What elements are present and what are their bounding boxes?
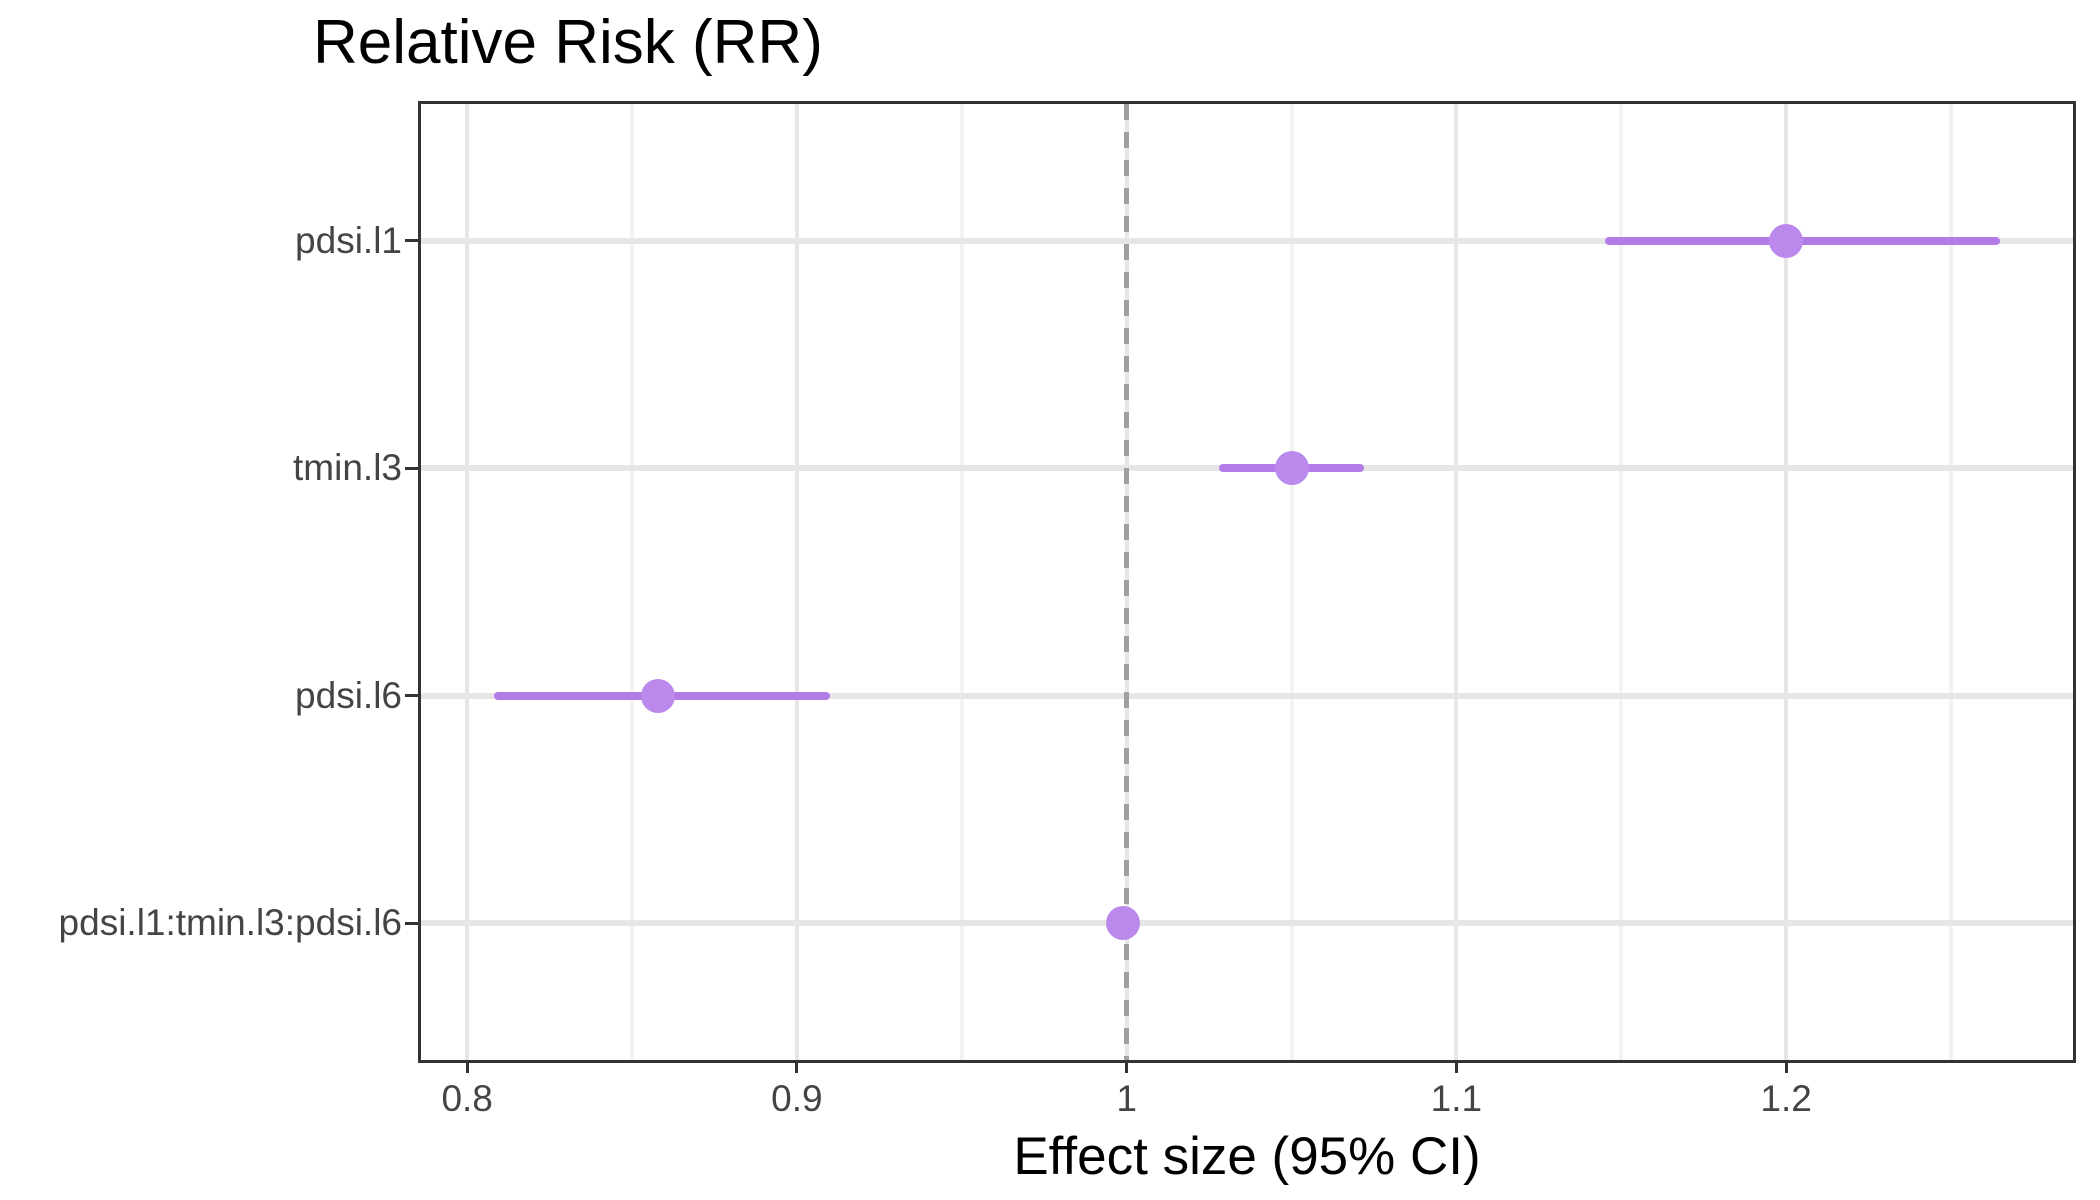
estimate-point	[1106, 906, 1141, 941]
y-axis-label: pdsi.l1	[295, 219, 402, 261]
estimate-point	[1274, 451, 1309, 486]
reference-line	[1124, 104, 1130, 1060]
minor-gridline	[1619, 104, 1624, 1060]
minor-gridline	[630, 104, 635, 1060]
x-tick-label: 1.1	[1430, 1078, 1483, 1119]
row-gridline	[421, 237, 2073, 244]
x-tick-label: 0.8	[441, 1078, 493, 1119]
estimate-point	[641, 678, 676, 713]
x-tick-mark	[1454, 1060, 1458, 1073]
x-tick-mark	[795, 1060, 799, 1073]
y-axis-label: pdsi.l1:tmin.l3:pdsi.l6	[58, 902, 402, 944]
y-tick-mark	[405, 921, 418, 925]
chart-title: Relative Risk (RR)	[313, 8, 823, 77]
estimate-point	[1769, 223, 1804, 258]
minor-gridline	[1948, 104, 1953, 1060]
minor-gridline	[959, 104, 964, 1060]
plot-panel	[421, 104, 2073, 1060]
x-tick-mark	[1784, 1060, 1788, 1073]
major-gridline	[794, 104, 799, 1060]
major-gridline	[1454, 104, 1459, 1060]
x-tick-mark	[1125, 1060, 1129, 1073]
x-tick-mark	[465, 1060, 469, 1073]
x-tick-label: 1.2	[1760, 1078, 1812, 1119]
y-tick-mark	[405, 239, 418, 243]
row-gridline	[421, 692, 2073, 699]
minor-gridline	[1289, 104, 1294, 1060]
x-tick-label: 0.9	[771, 1078, 823, 1119]
x-axis-title: Effect size (95% CI)	[1013, 1127, 1481, 1186]
y-axis-label: tmin.l3	[293, 447, 402, 489]
y-axis-label: pdsi.l6	[295, 674, 402, 716]
major-gridline	[1784, 104, 1789, 1060]
y-tick-mark	[405, 694, 418, 698]
x-tick-label: 1	[1116, 1078, 1137, 1119]
major-gridline	[465, 104, 470, 1060]
y-tick-mark	[405, 466, 418, 470]
row-gridline	[421, 920, 2073, 927]
